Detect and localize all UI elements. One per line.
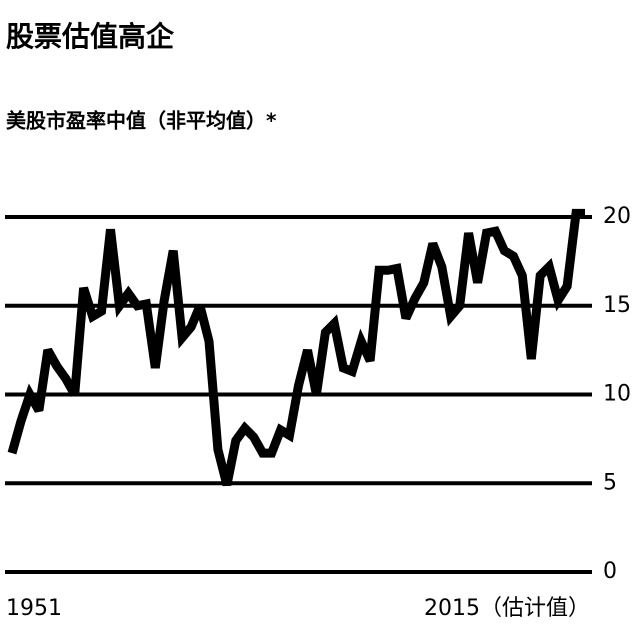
y-tick-label: 0 <box>603 559 617 584</box>
y-tick-label: 20 <box>603 204 631 229</box>
chart-title: 股票估值高企 <box>6 20 175 53</box>
y-tick-label: 5 <box>603 470 617 495</box>
chart-subtitle: 美股市盈率中值（非平均值）* <box>6 109 277 133</box>
x-tick-label: 1951 <box>6 596 62 621</box>
y-tick-label: 10 <box>603 382 631 407</box>
x-tick-label: 2015（估计值） <box>424 596 590 621</box>
y-tick-label: 15 <box>603 293 631 318</box>
data-line <box>7 208 585 487</box>
